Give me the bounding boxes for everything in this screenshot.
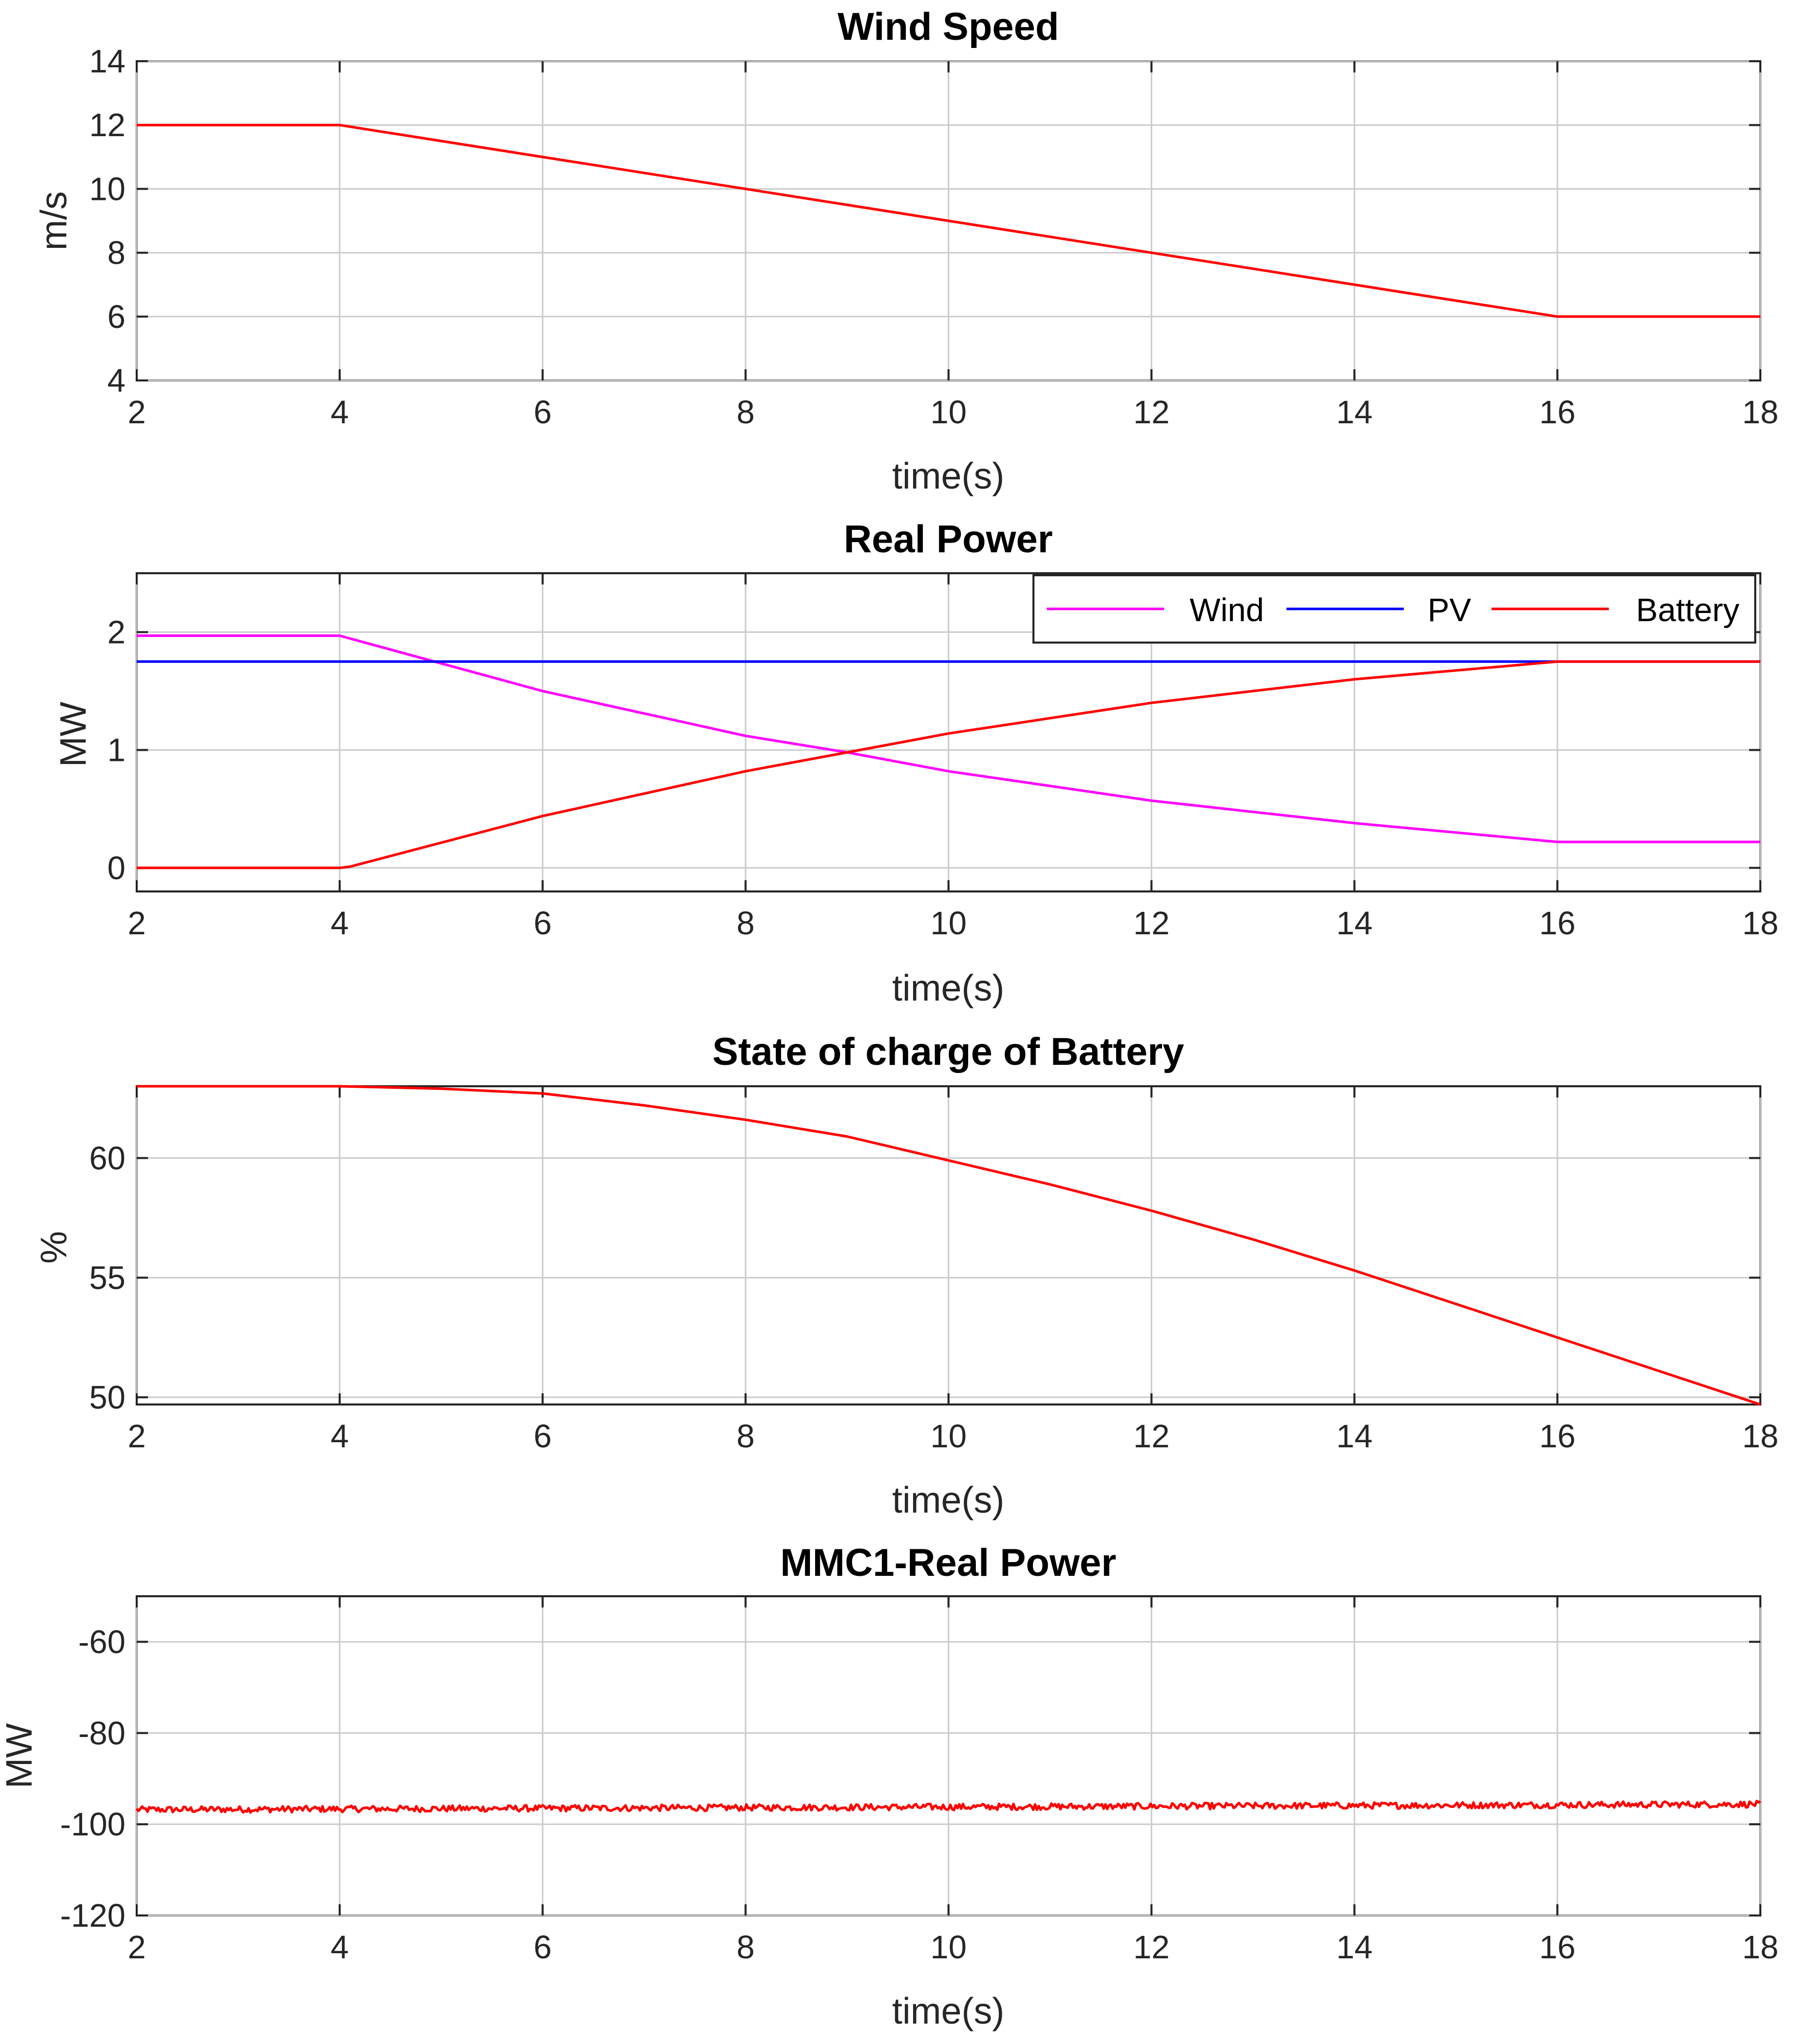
y-tick-label: 0 xyxy=(107,850,125,886)
x-tick-label: 2 xyxy=(128,1929,146,1965)
y-tick-label: -60 xyxy=(79,1623,126,1660)
x-tick-label: 18 xyxy=(1742,905,1778,941)
y-tick-label: 6 xyxy=(107,298,125,335)
wind-speed-title: Wind Speed xyxy=(838,5,1059,48)
real-power-title: Real Power xyxy=(844,518,1053,561)
legend-label-battery: Battery xyxy=(1636,592,1739,628)
wind-speed-x-axis-label: time(s) xyxy=(892,456,1004,497)
state-of-charge-chart: 2 4 6 8 10 12 14 16 18 50 55 60 State of charge of … xyxy=(34,1030,1779,1521)
y-tick-label: 2 xyxy=(107,614,125,651)
y-tick-label: 60 xyxy=(89,1140,125,1177)
mmc1-real-power-y-axis-label: MW xyxy=(0,1723,40,1789)
y-tick-label: 12 xyxy=(89,107,125,143)
x-tick-label: 12 xyxy=(1133,905,1170,941)
real-power-x-axis-label: time(s) xyxy=(892,968,1004,1009)
x-tick-label: 4 xyxy=(331,905,349,941)
x-tick-label: 4 xyxy=(331,1929,349,1965)
legend-label-pv: PV xyxy=(1428,592,1472,628)
real-power-series-wind xyxy=(137,634,1760,844)
x-tick-label: 16 xyxy=(1539,394,1576,430)
y-tick-label: -100 xyxy=(60,1806,125,1843)
y-tick-label: -80 xyxy=(79,1715,126,1751)
x-tick-label: 12 xyxy=(1133,1418,1170,1454)
x-tick-label: 8 xyxy=(737,1929,755,1965)
state-of-charge-series-soc xyxy=(137,1085,1761,1406)
x-tick-label: 4 xyxy=(331,394,349,430)
wind-speed-y-axis-label: m/s xyxy=(34,191,74,250)
x-tick-label: 16 xyxy=(1539,1929,1576,1965)
x-tick-label: 16 xyxy=(1539,905,1576,941)
x-tick-label: 8 xyxy=(737,1418,755,1454)
x-tick-label: 16 xyxy=(1539,1418,1576,1454)
x-tick-label: 10 xyxy=(930,1929,967,1965)
x-tick-label: 18 xyxy=(1742,394,1778,430)
y-tick-label: 4 xyxy=(107,362,125,399)
mmc1-real-power-chart: 2 4 6 8 10 12 14 16 18 -120 -100 -80 -60 MMC1-Real P… xyxy=(0,1541,1779,2032)
y-tick-label: 1 xyxy=(107,732,125,769)
x-tick-label: 6 xyxy=(534,905,552,941)
x-tick-label: 2 xyxy=(128,394,146,430)
y-tick-label: 55 xyxy=(89,1259,125,1296)
x-tick-label: 6 xyxy=(534,1418,552,1454)
x-tick-label: 18 xyxy=(1742,1929,1778,1965)
state-of-charge-title: State of charge of Battery xyxy=(713,1030,1184,1074)
real-power-legend: Wind PV Battery xyxy=(1032,574,1756,644)
y-tick-label: -120 xyxy=(60,1897,125,1934)
y-tick-label: 14 xyxy=(89,43,125,80)
x-tick-label: 6 xyxy=(534,1929,552,1965)
x-tick-label: 10 xyxy=(930,1418,967,1454)
x-tick-label: 12 xyxy=(1133,394,1170,430)
x-tick-label: 14 xyxy=(1336,1929,1373,1965)
y-tick-label: 50 xyxy=(89,1379,125,1416)
x-tick-label: 14 xyxy=(1336,394,1373,430)
x-tick-label: 10 xyxy=(930,905,967,941)
x-tick-label: 8 xyxy=(737,394,755,430)
legend-label-wind: Wind xyxy=(1190,592,1264,628)
y-tick-label: 8 xyxy=(107,235,125,271)
state-of-charge-y-axis-label: % xyxy=(34,1231,74,1264)
x-tick-label: 14 xyxy=(1336,1418,1373,1454)
wind-speed-series-wind-speed xyxy=(137,123,1760,318)
mmc1-real-power-title: MMC1-Real Power xyxy=(780,1541,1117,1585)
x-tick-label: 10 xyxy=(930,394,967,430)
x-tick-label: 14 xyxy=(1336,905,1373,941)
x-tick-label: 4 xyxy=(331,1418,349,1454)
y-tick-label: 10 xyxy=(89,170,125,207)
real-power-y-axis-label: MW xyxy=(53,702,94,767)
x-tick-label: 2 xyxy=(128,905,146,941)
x-tick-label: 2 xyxy=(128,1418,146,1454)
x-tick-label: 12 xyxy=(1133,1929,1170,1965)
x-tick-label: 8 xyxy=(737,905,755,941)
state-of-charge-x-axis-label: time(s) xyxy=(892,1480,1004,1521)
x-tick-label: 6 xyxy=(534,394,552,430)
mmc1-real-power-series-mmc1 xyxy=(136,1800,1761,1814)
mmc1-real-power-x-axis-label: time(s) xyxy=(892,1991,1004,2032)
real-power-series-battery xyxy=(137,660,1760,870)
x-tick-label: 18 xyxy=(1742,1418,1778,1454)
